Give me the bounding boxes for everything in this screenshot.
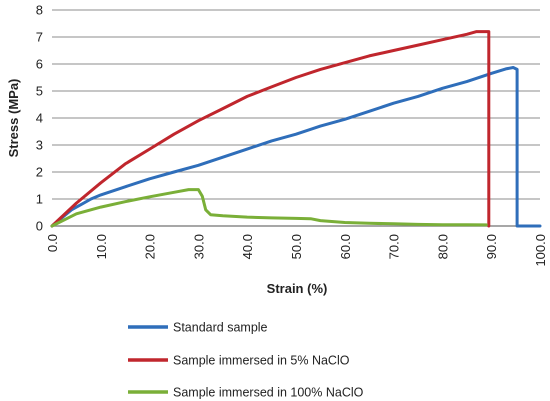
legend-label: Standard sample (173, 321, 268, 335)
x-tick-label: 30.0 (191, 234, 206, 259)
y-tick-label: 4 (36, 111, 43, 126)
series-layer (50, 30, 542, 228)
legend: Standard sample Sample immersed in 5% NaC… (128, 321, 364, 400)
legend-label: Sample immersed in 100% NaClO (173, 386, 364, 400)
x-tick-label: 0.0 (45, 234, 60, 252)
x-tick-label: 60.0 (338, 234, 353, 259)
series-line-2 (50, 30, 491, 228)
x-axis-title: Strain (%) (267, 281, 328, 296)
x-tick-label: 20.0 (143, 234, 158, 259)
axis-layer: Stress (MPa) Strain (%) (6, 79, 327, 296)
y-tick-label: 6 (36, 57, 43, 72)
y-tick-label: 2 (36, 165, 43, 180)
grid-layer (52, 9, 540, 227)
y-tick-label: 5 (36, 84, 43, 99)
x-tick-label: 90.0 (484, 234, 499, 259)
x-tick-label: 80.0 (435, 234, 450, 259)
y-tick-label: 8 (36, 3, 43, 18)
x-tick-label: 70.0 (387, 234, 402, 259)
x-tick-label: 100.0 (533, 234, 548, 267)
x-tick-label: 40.0 (240, 234, 255, 259)
y-axis-title: Stress (MPa) (6, 79, 21, 158)
y-tick-label: 0 (36, 219, 43, 234)
y-tick-label: 7 (36, 30, 43, 45)
x-tick-label: 50.0 (289, 234, 304, 259)
series-line-1 (50, 66, 542, 228)
y-tick-label: 1 (36, 192, 43, 207)
series-line-3 (50, 188, 488, 228)
x-tick-label: 10.0 (94, 234, 109, 259)
y-tick-label: 3 (36, 138, 43, 153)
legend-label: Sample immersed in 5% NaClO (173, 354, 350, 368)
